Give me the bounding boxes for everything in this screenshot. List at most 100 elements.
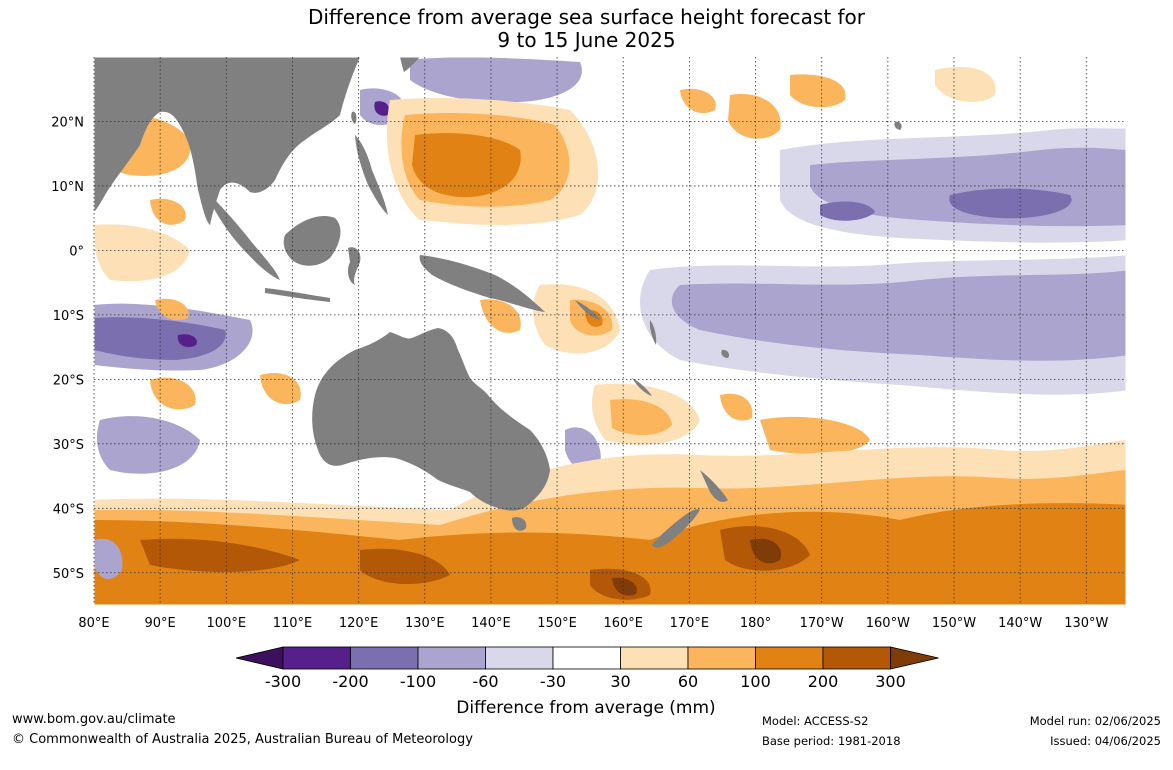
land-new-caledonia [632,378,652,396]
anomaly-region [374,101,390,116]
colorbar-swatch [485,646,554,670]
colorbar-swatch [417,646,486,670]
anomaly-region [410,57,582,103]
anomaly-region [94,538,123,580]
map-title-line-1: Difference from average sea surface heig… [307,5,866,29]
anomaly-region [728,94,781,139]
longitude-label: 130°E [405,616,445,631]
anomaly-region [260,372,301,405]
longitude-label: 80°E [78,616,109,631]
colorbar-tick-label: -200 [332,672,368,691]
longitude-label: 140°W [998,616,1042,631]
colorbar [235,646,939,670]
anomaly-region [760,416,870,455]
longitude-label: 140°E [471,616,511,631]
colorbar-tick-label: -60 [472,672,498,691]
model-name: Model: ACCESS-S2 [762,714,869,728]
land-tasmania [512,517,527,531]
anomaly-region [94,503,1126,605]
colorbar-swatch [822,646,891,670]
anomaly-region [671,270,1126,361]
colorbar-title: Difference from average (mm) [456,698,715,718]
land-vanuatu [649,320,657,345]
anomaly-region [94,317,226,360]
longitude-label: 120°E [339,616,379,631]
land-new-zealand [652,509,700,548]
anomaly-field [94,57,1126,605]
longitude-label: 100°E [207,616,247,631]
colorbar-swatch [350,646,419,670]
longitude-label: 150°W [932,616,976,631]
longitude-label: 110°E [273,616,313,631]
anomaly-region [610,399,672,436]
anomaly-region [94,224,190,282]
colorbar-tick-label: 200 [808,672,839,691]
longitude-label: 160°W [866,616,910,631]
latitude-label: 10°S [53,309,84,324]
base-period: Base period: 1981-2018 [762,734,901,748]
longitude-label: 160°E [603,616,643,631]
land-java [265,288,330,302]
anomaly-region [612,577,637,596]
colorbar-tick-label: 30 [610,672,630,691]
longitude-label: 170°W [800,616,844,631]
anomaly-region [140,538,300,572]
anomaly-region [935,67,996,103]
latitude-label: 40°S [53,502,84,517]
colorbar-extend-high [890,646,939,670]
latitude-label: 20°N [51,115,84,130]
model-run-date: Model run: 02/06/2025 [1029,714,1161,728]
land-hawaii [894,121,902,130]
colorbar-tick-label: 300 [875,672,906,691]
map-title-line-2: 9 to 15 June 2025 [497,28,676,52]
land-japan [400,57,420,72]
colorbar-swatch [282,646,351,670]
colorbar-tick-label: -30 [540,672,566,691]
colorbar-swatch [620,646,689,670]
colorbar-swatch [687,646,756,670]
anomaly-region [720,393,753,421]
anomaly-region [820,201,875,221]
anomaly-region [480,299,521,333]
website-link[interactable]: www.bom.gov.au/climate [12,712,176,727]
colorbar-extend-low [235,646,284,670]
anomaly-region [177,334,197,348]
land-asia [94,57,360,225]
land-new-guinea [419,255,545,312]
colorbar-swatch [552,646,621,670]
longitude-label: 180° [740,616,771,631]
latitude-label: 10°N [51,180,84,195]
graticule [93,57,1126,605]
anomaly-region [360,548,450,585]
colorbar-swatch [755,646,824,670]
land-taiwan [351,111,357,124]
latitude-label: 50°S [53,567,84,582]
copyright-text: © Commonwealth of Australia 2025, Austra… [12,732,473,747]
latitude-labels: 20°N 10°N 0° 10°S 20°S 30°S 40°S 50°S [51,115,84,581]
land-sumatra [212,200,280,280]
longitude-label: 130°W [1064,616,1108,631]
anomaly-region [150,198,186,225]
latitude-label: 30°S [53,438,84,453]
anomaly-region [150,377,196,410]
colorbar-tick-label: -100 [400,672,436,691]
anomaly-region [412,133,521,198]
colorbar-tick-label: 100 [740,672,771,691]
land-philippines [355,135,388,215]
longitude-label: 90°E [145,616,176,631]
anomaly-region [680,88,716,114]
land-solomon-islands [575,300,600,320]
land-sulawesi [347,247,361,285]
map-border [93,56,1127,606]
anomaly-region [790,74,846,108]
latitude-label: 20°S [53,373,84,388]
colorbar-tick-labels: -300 -200 -100 -60 -30 30 60 100 200 300 [265,672,906,691]
land-new-zealand [700,470,728,503]
colorbar-tick-label: 60 [678,672,698,691]
longitude-label: 150°E [537,616,577,631]
land-fiji [721,349,730,358]
land-borneo [283,215,341,266]
anomaly-region [949,188,1072,219]
anomaly-region [750,538,781,564]
